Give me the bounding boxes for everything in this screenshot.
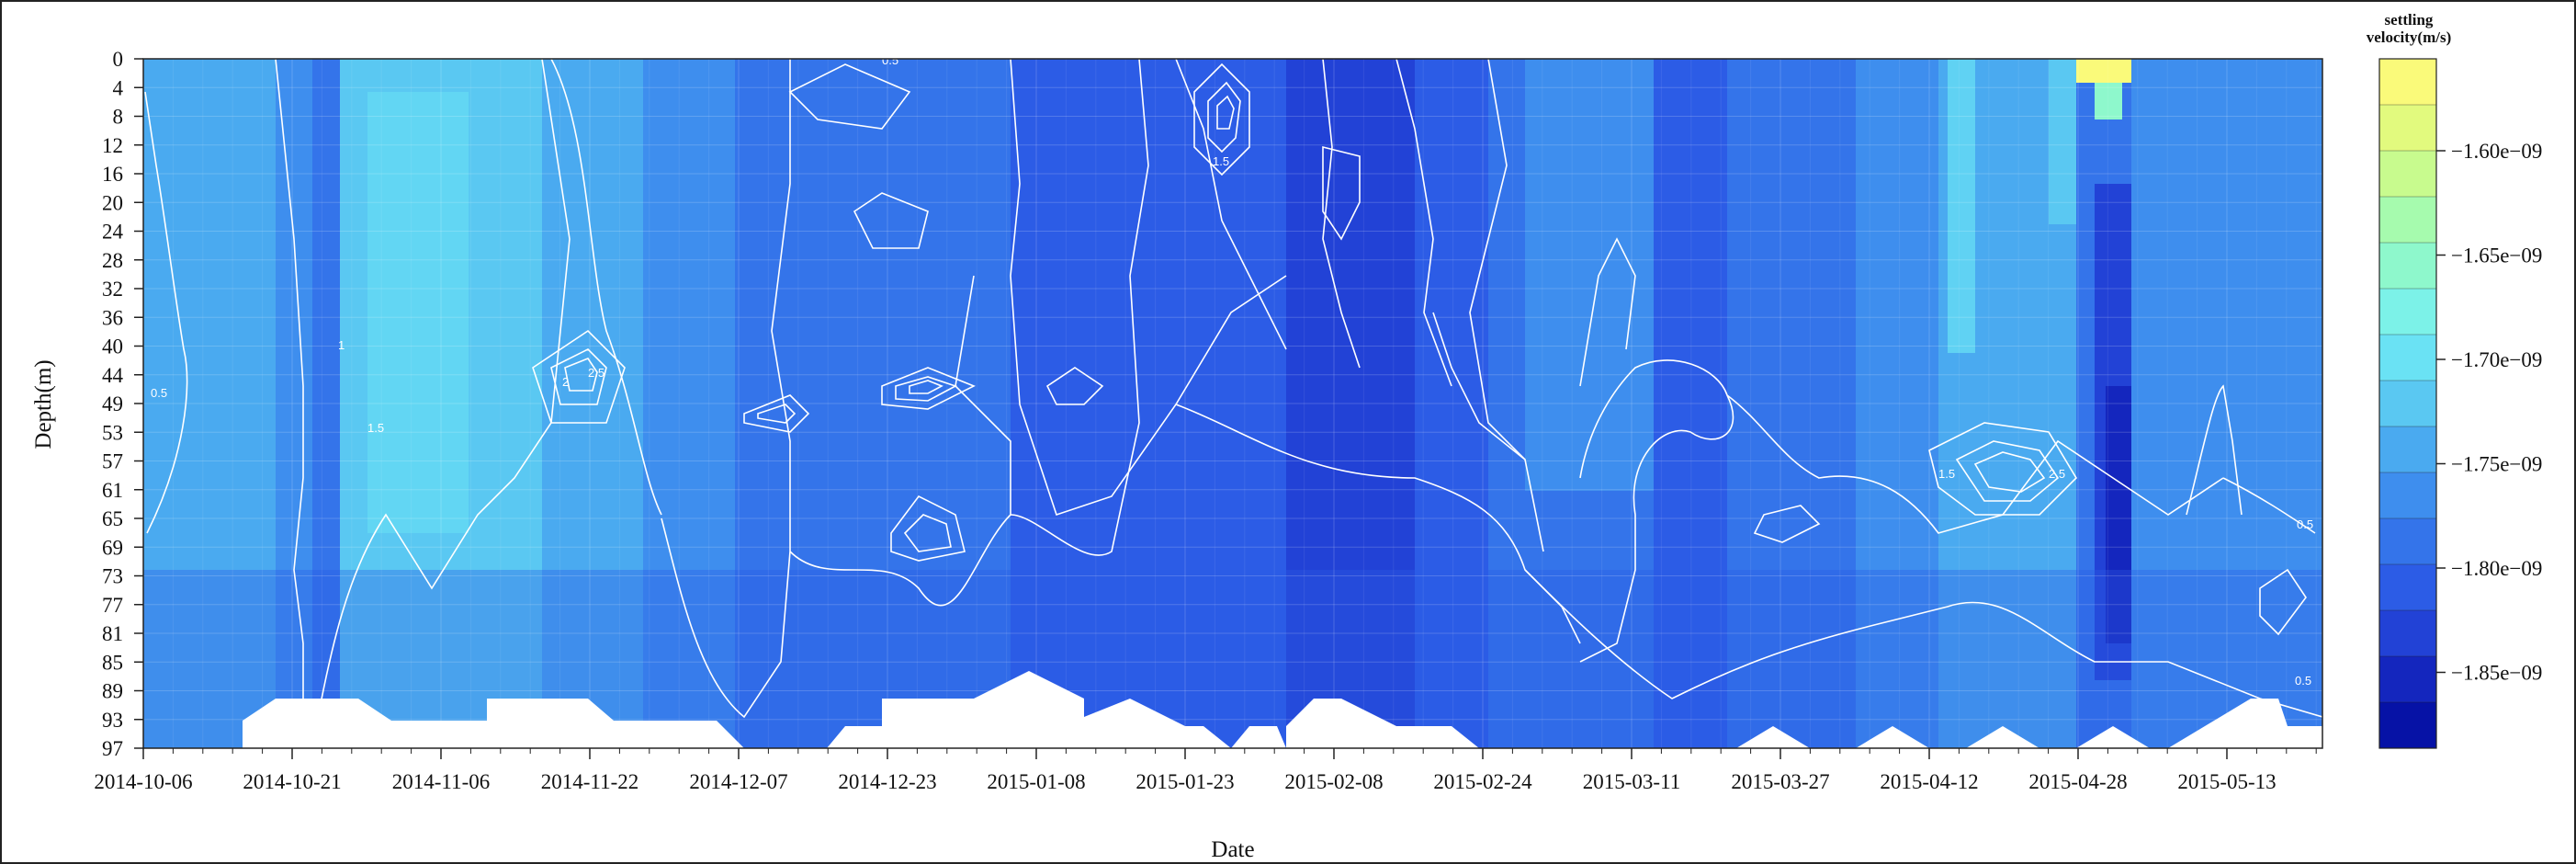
x-tick-label: 2015-04-12 bbox=[1880, 770, 1978, 793]
colorbar-tick-label: −1.85e−09 bbox=[2451, 662, 2542, 685]
colorbar-swatch bbox=[2379, 243, 2436, 290]
contour-rings bbox=[532, 63, 2307, 636]
colorbar-swatch bbox=[2379, 289, 2436, 335]
y-tick-label: 97 bbox=[102, 737, 123, 760]
y-tick-label: 61 bbox=[102, 479, 123, 502]
y-tick-label: 65 bbox=[102, 507, 123, 530]
colorbar-swatch bbox=[2379, 105, 2436, 152]
y-tick-label: 57 bbox=[102, 450, 123, 473]
x-tick-label: 2014-12-23 bbox=[838, 770, 936, 793]
x-axis: 2014-10-06 2014-10-21 2014-11-06 2014-11-22… bbox=[94, 748, 2317, 793]
colorbar-swatch bbox=[2379, 472, 2436, 519]
colorbar-tick-label: −1.70e−09 bbox=[2451, 348, 2542, 371]
y-tick-label: 77 bbox=[102, 594, 123, 617]
colorbar-legend: settling velocity(m/s) −1.60e−09 −1.65e−0… bbox=[2367, 11, 2542, 749]
x-tick-label: 2015-04-28 bbox=[2028, 770, 2127, 793]
colorbar-border bbox=[2378, 58, 2437, 749]
y-tick-label: 0 bbox=[113, 48, 124, 71]
y-tick-label: 12 bbox=[102, 134, 123, 157]
x-axis-title: Date bbox=[1211, 837, 1254, 862]
y-tick-label: 69 bbox=[102, 536, 123, 559]
x-tick-label: 2014-10-06 bbox=[94, 770, 192, 793]
colorbar-swatch bbox=[2379, 335, 2436, 381]
colorbar-swatch bbox=[2379, 426, 2436, 473]
colorbar-swatch bbox=[2379, 564, 2436, 611]
y-tick-label: 85 bbox=[102, 651, 123, 674]
contour-label: 1.5 bbox=[1213, 154, 1229, 168]
contour-label: 2 bbox=[562, 375, 569, 389]
x-tick-label: 2015-01-08 bbox=[987, 770, 1085, 793]
y-tick-label: 93 bbox=[102, 709, 123, 732]
y-tick-label: 89 bbox=[102, 680, 123, 703]
y-tick-label: 32 bbox=[102, 278, 123, 301]
y-tick-label: 73 bbox=[102, 565, 123, 588]
x-tick-label: 2014-12-07 bbox=[689, 770, 787, 793]
no-data-region bbox=[243, 671, 2322, 748]
x-tick-label: 2015-01-23 bbox=[1135, 770, 1234, 793]
x-tick-label: 2014-10-21 bbox=[243, 770, 341, 793]
x-tick-label: 2015-03-27 bbox=[1731, 770, 1829, 793]
contour-label: 1.5 bbox=[1938, 467, 1955, 481]
y-tick-label: 4 bbox=[113, 76, 124, 99]
colorbar-tick-label: −1.60e−09 bbox=[2451, 140, 2542, 163]
y-tick-label: 81 bbox=[102, 622, 123, 645]
x-tick-label: 2015-05-13 bbox=[2177, 770, 2276, 793]
colorbar-tick-label: −1.80e−09 bbox=[2451, 557, 2542, 580]
contour-label: 0.5 bbox=[2295, 674, 2311, 688]
contour-label: 0.5 bbox=[2297, 517, 2313, 531]
contour-label: 0.5 bbox=[151, 386, 167, 400]
contour-lines bbox=[144, 59, 2322, 748]
legend-title-line1: settling bbox=[2385, 11, 2434, 28]
contour-label: 0.5 bbox=[882, 53, 898, 67]
x-tick-label: 2014-11-06 bbox=[392, 770, 490, 793]
colorbar-swatches bbox=[2378, 58, 2437, 749]
colorbar-swatch bbox=[2379, 197, 2436, 244]
contour-label: 2.5 bbox=[2049, 467, 2065, 481]
y-tick-label: 28 bbox=[102, 249, 123, 272]
y-tick-label: 53 bbox=[102, 421, 123, 444]
y-tick-label: 36 bbox=[102, 306, 123, 329]
colorbar-swatch bbox=[2379, 610, 2436, 657]
legend-title-line2: velocity(m/s) bbox=[2367, 28, 2452, 46]
contour-label: 1.5 bbox=[367, 421, 384, 435]
x-tick-label: 2015-03-11 bbox=[1583, 770, 1680, 793]
y-axis: 0 4 8 12 16 20 24 28 32 36 40 44 49 53 57 61 65 69 73 77 81 8… bbox=[102, 48, 143, 760]
colorbar-swatch bbox=[2379, 59, 2436, 106]
colorbar-tick-label: −1.65e−09 bbox=[2451, 244, 2542, 267]
colorbar-swatch bbox=[2379, 381, 2436, 427]
contour-label: 1 bbox=[338, 338, 345, 352]
y-tick-label: 16 bbox=[102, 163, 123, 186]
x-tick-label: 2015-02-08 bbox=[1284, 770, 1383, 793]
colorbar-swatch bbox=[2379, 518, 2436, 565]
y-tick-label: 8 bbox=[113, 106, 124, 129]
y-tick-label: 24 bbox=[102, 221, 124, 244]
y-tick-label: 49 bbox=[102, 392, 123, 415]
y-tick-label: 40 bbox=[102, 335, 123, 358]
colorbar-swatch bbox=[2379, 656, 2436, 703]
colorbar-swatch bbox=[2379, 151, 2436, 198]
y-axis-title: Depth(m) bbox=[31, 359, 56, 449]
y-tick-label: 44 bbox=[102, 364, 124, 387]
contour-label: 2.5 bbox=[588, 366, 604, 380]
contour-labels: 0.5 1 1.5 2 2.5 0.5 1.5 1.5 2.5 0.5 0.5 bbox=[151, 53, 2313, 688]
plot-area: 0.5 1 1.5 2 2.5 0.5 1.5 1.5 2.5 0.5 0.5 bbox=[143, 53, 2322, 748]
colorbar-tick-label: −1.75e−09 bbox=[2451, 453, 2542, 476]
x-tick-label: 2014-11-22 bbox=[541, 770, 638, 793]
x-tick-label: 2015-02-24 bbox=[1433, 770, 1532, 793]
colorbar-ticks: −1.60e−09 −1.65e−09 −1.70e−09 −1.75e−09 −1.8… bbox=[2436, 140, 2542, 685]
y-tick-label: 20 bbox=[102, 191, 123, 214]
colorbar-swatch bbox=[2379, 702, 2436, 749]
grid-lines bbox=[143, 59, 2322, 748]
